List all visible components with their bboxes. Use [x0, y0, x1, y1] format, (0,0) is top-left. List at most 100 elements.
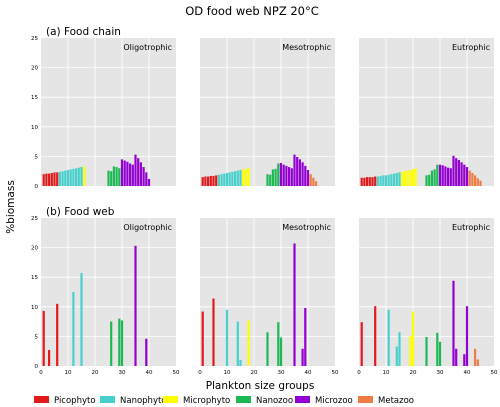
- bar-picophyto: [374, 176, 377, 186]
- bar-microzoo: [304, 307, 307, 366]
- bar-nanophyto: [398, 172, 401, 186]
- panel-background: [359, 38, 494, 186]
- bar-picophyto: [45, 173, 48, 186]
- bar-microzoo: [145, 338, 148, 366]
- y-tick-label: 25: [31, 36, 38, 42]
- bar-microzoo: [139, 162, 142, 186]
- panel-title: Mesotrophic: [282, 43, 331, 52]
- bar-picophyto: [209, 175, 212, 186]
- bar-microzoo: [304, 165, 307, 186]
- bar-nanophyto: [77, 167, 80, 186]
- bar-microzoo: [301, 162, 304, 186]
- bar-microzoo: [285, 165, 288, 186]
- x-tick-label: 30: [437, 370, 444, 376]
- bar-microzoo: [301, 348, 304, 366]
- bar-picophyto: [368, 177, 371, 186]
- bar-nanophyto: [72, 168, 75, 186]
- bar-nanozoo: [436, 332, 439, 366]
- bar-microzoo: [293, 243, 296, 366]
- panel-title: Eutrophic: [452, 43, 490, 52]
- bar-nanozoo: [110, 171, 113, 186]
- bar-microzoo: [126, 161, 129, 186]
- bar-nanozoo: [271, 169, 274, 186]
- chart-panel-1: Mesotrophic: [200, 38, 335, 186]
- bar-microzoo: [449, 168, 452, 186]
- bar-picophyto: [207, 176, 210, 186]
- bar-nanophyto: [66, 170, 70, 186]
- legend-label-picophyto: Picophyto: [54, 396, 96, 406]
- legend-swatch-microphyto: [163, 396, 178, 403]
- bar-microphyto: [403, 171, 406, 186]
- bar-microzoo: [463, 164, 466, 186]
- bar-nanozoo: [436, 164, 439, 186]
- bar-metazoo: [479, 180, 482, 186]
- bar-nanophyto: [69, 169, 72, 186]
- bar-nanophyto: [376, 176, 379, 186]
- bar-microzoo: [457, 159, 460, 186]
- bar-nanozoo: [274, 168, 277, 186]
- bar-microzoo: [129, 163, 132, 186]
- chart-panel-3: 0 5 10 15 20 25 0 10 20 30 40 50 Oligotrophic: [31, 216, 180, 376]
- y-tick-label: 20: [31, 66, 38, 72]
- bar-microzoo: [455, 158, 458, 186]
- bar-nanophyto: [395, 346, 398, 366]
- bar-picophyto: [201, 177, 204, 186]
- bar-metazoo: [309, 174, 312, 186]
- chart-panel-5: 0 10 20 30 40 50 Eutrophic: [357, 218, 498, 376]
- bar-microzoo: [282, 164, 285, 186]
- bar-microzoo: [455, 348, 458, 366]
- x-tick-label: 20: [92, 370, 99, 376]
- bar-nanozoo: [266, 174, 269, 186]
- legend-label-microzoo: Microzoo: [315, 396, 353, 406]
- x-tick-label: 10: [224, 370, 231, 376]
- bar-microzoo: [142, 167, 145, 186]
- y-tick-label: 0: [35, 184, 39, 190]
- x-tick-label: 40: [305, 370, 312, 376]
- bar-microzoo: [123, 160, 126, 186]
- bar-picophyto: [212, 175, 215, 186]
- panel-title: Mesotrophic: [282, 223, 331, 232]
- bar-picophyto: [360, 177, 363, 186]
- bar-nanophyto: [225, 172, 229, 186]
- bar-picophyto: [204, 176, 207, 186]
- bar-microzoo: [441, 165, 444, 186]
- bar-metazoo: [474, 175, 477, 186]
- bar-metazoo: [312, 177, 315, 186]
- x-tick-label: 50: [173, 370, 180, 376]
- bar-nanozoo: [112, 166, 115, 186]
- x-tick-label: 0: [198, 370, 202, 376]
- legend-swatch-nanophyto: [100, 396, 115, 403]
- figure-title: OD food web NPZ 20°C: [185, 4, 319, 18]
- bar-nanophyto: [75, 168, 78, 186]
- bar-metazoo: [474, 348, 477, 366]
- bar-picophyto: [360, 322, 363, 366]
- bar-nanophyto: [387, 309, 390, 366]
- bar-picophyto: [50, 172, 53, 186]
- x-tick-label: 40: [146, 370, 153, 376]
- bar-picophyto: [48, 350, 51, 366]
- chart-panel-4: 0 10 20 30 40 50 Mesotrophic: [198, 218, 339, 376]
- bar-nanophyto: [61, 171, 64, 186]
- x-tick-label: 10: [383, 370, 390, 376]
- bar-nanophyto: [220, 174, 223, 186]
- bar-metazoo: [468, 170, 471, 186]
- bar-nanozoo: [428, 174, 431, 186]
- bar-microphyto: [247, 168, 250, 186]
- bar-microzoo: [288, 167, 291, 186]
- bar-nanozoo: [438, 341, 442, 366]
- bar-microphyto: [406, 170, 409, 186]
- y-tick-label: 5: [35, 334, 39, 340]
- panels: 0 5 10 15 20 25 Oligotrophic Mesotrophic Eutroph…: [31, 36, 498, 376]
- row-label-a: (a) Food chain: [46, 26, 121, 38]
- bar-nanozoo: [279, 337, 283, 366]
- bar-nanozoo: [118, 318, 121, 366]
- bar-nanozoo: [107, 170, 110, 186]
- bar-microzoo: [447, 167, 450, 186]
- bar-nanophyto: [239, 360, 242, 366]
- panel-title: Eutrophic: [452, 223, 490, 232]
- bar-nanophyto: [223, 173, 226, 186]
- bar-nanophyto: [379, 175, 382, 186]
- bar-microzoo: [131, 164, 134, 186]
- legend-swatch-microzoo: [295, 396, 310, 403]
- bar-picophyto: [56, 303, 59, 366]
